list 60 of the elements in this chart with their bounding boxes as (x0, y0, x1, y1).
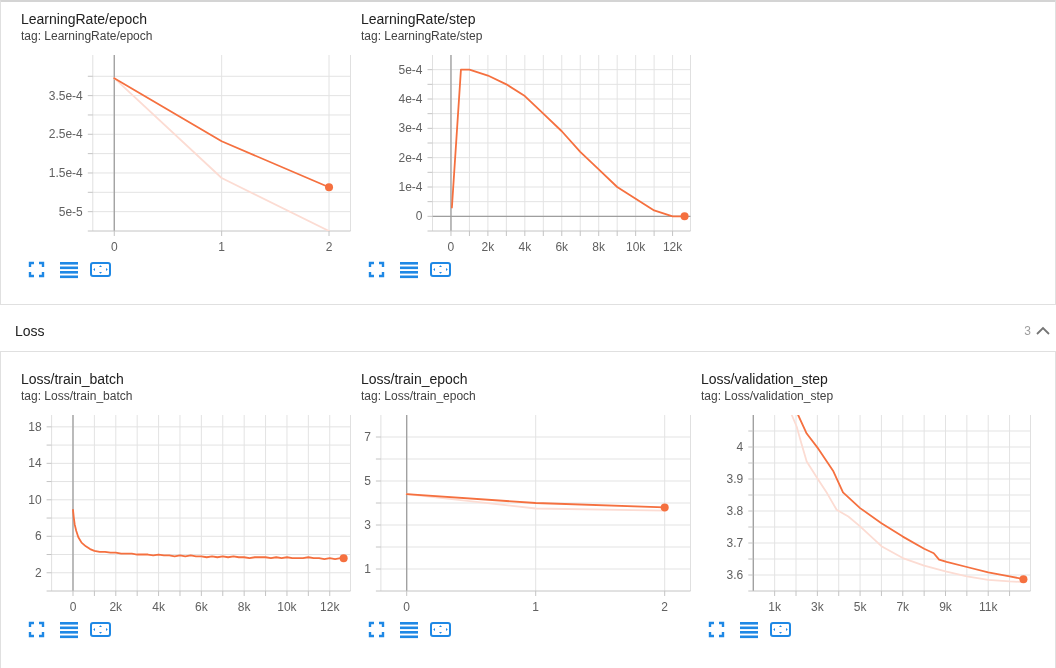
x-tick-label: 7k (896, 600, 911, 614)
y-tick-label: 4 (736, 440, 744, 454)
chart-title: LearningRate/step (361, 11, 476, 27)
y-tick-label: 1e-4 (398, 180, 423, 194)
y-tick-label: 2 (34, 565, 42, 580)
y-tick-label: 3.5e-4 (48, 88, 84, 103)
y-tick-label: 2.5e-4 (48, 127, 84, 142)
y-tick-label: 1.5e-4 (48, 165, 84, 180)
x-tick-label: 9k (939, 600, 953, 614)
x-tick-label: 4k (152, 600, 166, 614)
y-tick-label: 10 (28, 492, 42, 507)
text: 3 (1024, 324, 1032, 338)
x-tick-label: 2k (109, 600, 124, 614)
x-tick-label: 2 (661, 600, 669, 614)
chart-subtitle: tag: LearningRate/epoch (21, 29, 153, 43)
chart-subtitle: tag: Loss/train_batch (21, 389, 133, 403)
chart-title: Loss/train_batch (21, 371, 124, 387)
y-tick-label: 3 (364, 518, 372, 532)
x-tick-label: 0 (447, 240, 455, 254)
x-tick-label: 1k (768, 600, 782, 614)
chart-subtitle: tag: LearningRate/step (361, 29, 483, 43)
y-tick-label: 6 (34, 529, 42, 544)
y-tick-label: 18 (28, 419, 42, 434)
y-tick-label: 2e-4 (398, 150, 423, 165)
y-tick-label: 3e-4 (398, 121, 423, 136)
y-tick-label: 0 (415, 209, 423, 224)
x-tick-label: 5k (853, 600, 868, 614)
chart-subtitle: tag: Loss/train_epoch (361, 389, 476, 403)
x-tick-label: 1 (532, 600, 540, 614)
y-tick-label: 3.7 (726, 536, 744, 550)
y-tick-label: 3.8 (726, 504, 744, 518)
y-tick-label: 4e-4 (398, 92, 423, 106)
y-tick-label: 5e-5 (58, 204, 84, 219)
x-tick-label: 11k (978, 600, 999, 614)
y-tick-label: 7 (364, 430, 372, 444)
chart-subtitle: tag: Loss/validation_step (701, 389, 834, 403)
x-tick-label: 1 (218, 240, 226, 254)
x-tick-label: 2 (325, 240, 333, 254)
x-tick-label: 10k (625, 240, 647, 254)
x-tick-label: 6k (195, 600, 209, 614)
text: Loss (15, 323, 45, 339)
y-tick-label: 3.9 (726, 472, 744, 486)
x-tick-label: 4k (518, 240, 533, 254)
x-tick-label: 10k (277, 600, 298, 614)
x-tick-label: 0 (110, 240, 118, 254)
x-tick-label: 6k (555, 240, 570, 254)
chart-title: Loss/validation_step (701, 371, 829, 387)
y-tick-label: 3.6 (726, 568, 744, 582)
x-tick-label: 3k (811, 600, 825, 614)
y-tick-label: 1 (364, 562, 372, 576)
x-tick-label: 12k (320, 600, 341, 614)
y-tick-label: 5 (364, 474, 372, 488)
x-tick-label: 8k (237, 600, 252, 614)
chart-title: LearningRate/epoch (21, 11, 148, 27)
y-tick-label: 14 (28, 456, 42, 471)
x-tick-label: 2k (481, 240, 496, 254)
x-tick-label: 8k (592, 240, 607, 254)
y-tick-label: 5e-4 (398, 62, 423, 77)
x-tick-label: 12k (662, 240, 684, 254)
chart-title: Loss/train_epoch (361, 371, 468, 387)
